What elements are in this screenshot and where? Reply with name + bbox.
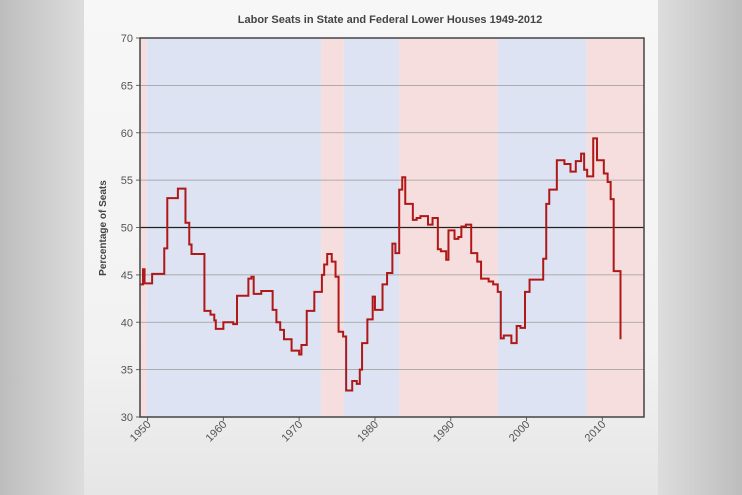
y-tick-label-55: 55 — [121, 175, 133, 187]
y-axis-label: Percentage of Seats — [98, 180, 109, 276]
x-tick-label-1960: 1960 — [204, 419, 230, 445]
y-tick-label-50: 50 — [121, 223, 133, 235]
labor-seats-line — [140, 137, 622, 392]
y-tick-label-45: 45 — [121, 270, 133, 282]
y-tick-label-60: 60 — [121, 128, 133, 140]
y-tick-label-70: 70 — [121, 33, 133, 45]
x-tick-label-1990: 1990 — [431, 419, 457, 445]
x-tick-label-2010: 2010 — [583, 419, 609, 445]
chart-title: Labor Seats in State and Federal Lower H… — [238, 14, 542, 26]
x-tick-label-2000: 2000 — [507, 419, 533, 445]
gridlines — [140, 84, 644, 371]
x-tick-label-1970: 1970 — [279, 419, 305, 445]
y-tick-label-40: 40 — [121, 317, 133, 329]
y-tick-label-35: 35 — [121, 365, 133, 377]
plot-frame — [139, 37, 645, 418]
x-tick-label-1980: 1980 — [355, 419, 381, 445]
y-tick-label-65: 65 — [121, 80, 133, 92]
y-tick-label-30: 30 — [121, 412, 133, 424]
